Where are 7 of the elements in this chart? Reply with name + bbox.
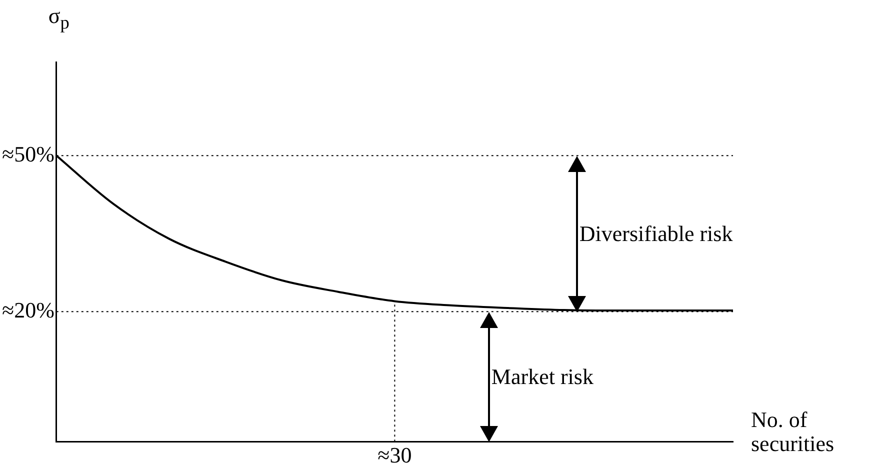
y-tick-label: ≈20% [2,297,54,322]
x-tick-label: ≈30 [378,442,412,468]
y-axis-title: σ$_{p}$ [48,3,70,33]
annotation: Market risk [491,364,594,389]
y-tick-label: ≈50% [2,141,54,166]
x-axis-title: No. of securities [751,406,836,456]
annotation: Diversifiable risk [579,220,733,246]
